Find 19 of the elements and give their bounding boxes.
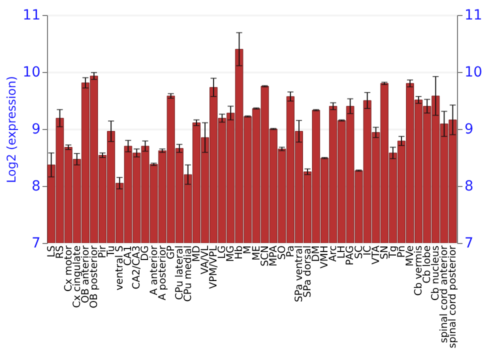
x-tick-label: Pa — [285, 246, 296, 258]
y2-tick-label: 8 — [464, 178, 474, 194]
y-tick-label: 7 — [32, 236, 40, 252]
x-tick-label: Tg — [388, 246, 399, 259]
x-tick-label: OB posterior — [88, 244, 100, 308]
y-tick-label: 10 — [22, 64, 40, 80]
y-tick-label: 9 — [32, 122, 40, 138]
y-tick-label: 8 — [32, 178, 40, 194]
y2-tick-label: 11 — [464, 8, 482, 24]
y-tick-label: 11 — [22, 8, 40, 24]
x-tick-label: DG — [140, 246, 152, 261]
y2-tick-label: 7 — [464, 236, 474, 252]
y2-tick-label: 10 — [464, 64, 482, 80]
y-axis-title: Log2 (expression) — [4, 76, 19, 183]
x-tick-label: spinal cord posterior — [448, 244, 459, 348]
x-tick-label: RS — [54, 246, 66, 259]
y2-tick-label: 9 — [464, 122, 474, 138]
x-tick-label: GP — [166, 246, 177, 260]
x-tick-label: A posterior — [157, 244, 168, 300]
